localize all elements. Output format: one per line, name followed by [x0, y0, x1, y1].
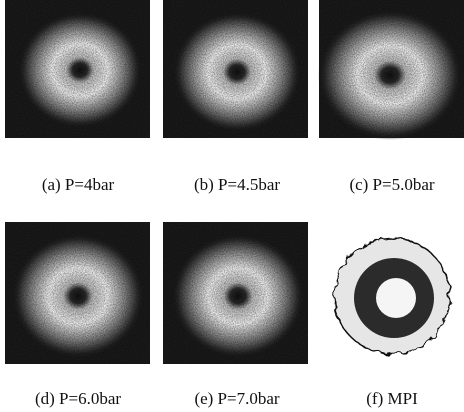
panel-d — [5, 222, 150, 364]
caption: (e) P=7.0bar — [194, 389, 279, 408]
panel-a — [5, 0, 150, 138]
panel-f — [334, 238, 450, 354]
caption: (d) P=6.0bar — [35, 389, 121, 408]
caption: (f) MPI — [366, 389, 418, 408]
mpi-center — [376, 278, 416, 318]
image-noise — [5, 0, 150, 138]
page: (a) P=4bar (b) P=4.5bar (c) P=5.0bar (d)… — [0, 0, 464, 412]
image-noise — [163, 0, 308, 138]
caption: (c) P=5.0bar — [349, 175, 434, 194]
image-noise — [319, 0, 464, 138]
panel-b — [163, 0, 308, 138]
caption: (a) P=4bar — [42, 175, 115, 194]
caption: (b) P=4.5bar — [194, 175, 280, 194]
image-noise — [163, 222, 308, 364]
figure: (a) P=4bar (b) P=4.5bar (c) P=5.0bar (d)… — [0, 0, 464, 412]
panel-c — [318, 0, 464, 140]
panel-e — [163, 222, 308, 364]
image-noise — [5, 222, 150, 364]
